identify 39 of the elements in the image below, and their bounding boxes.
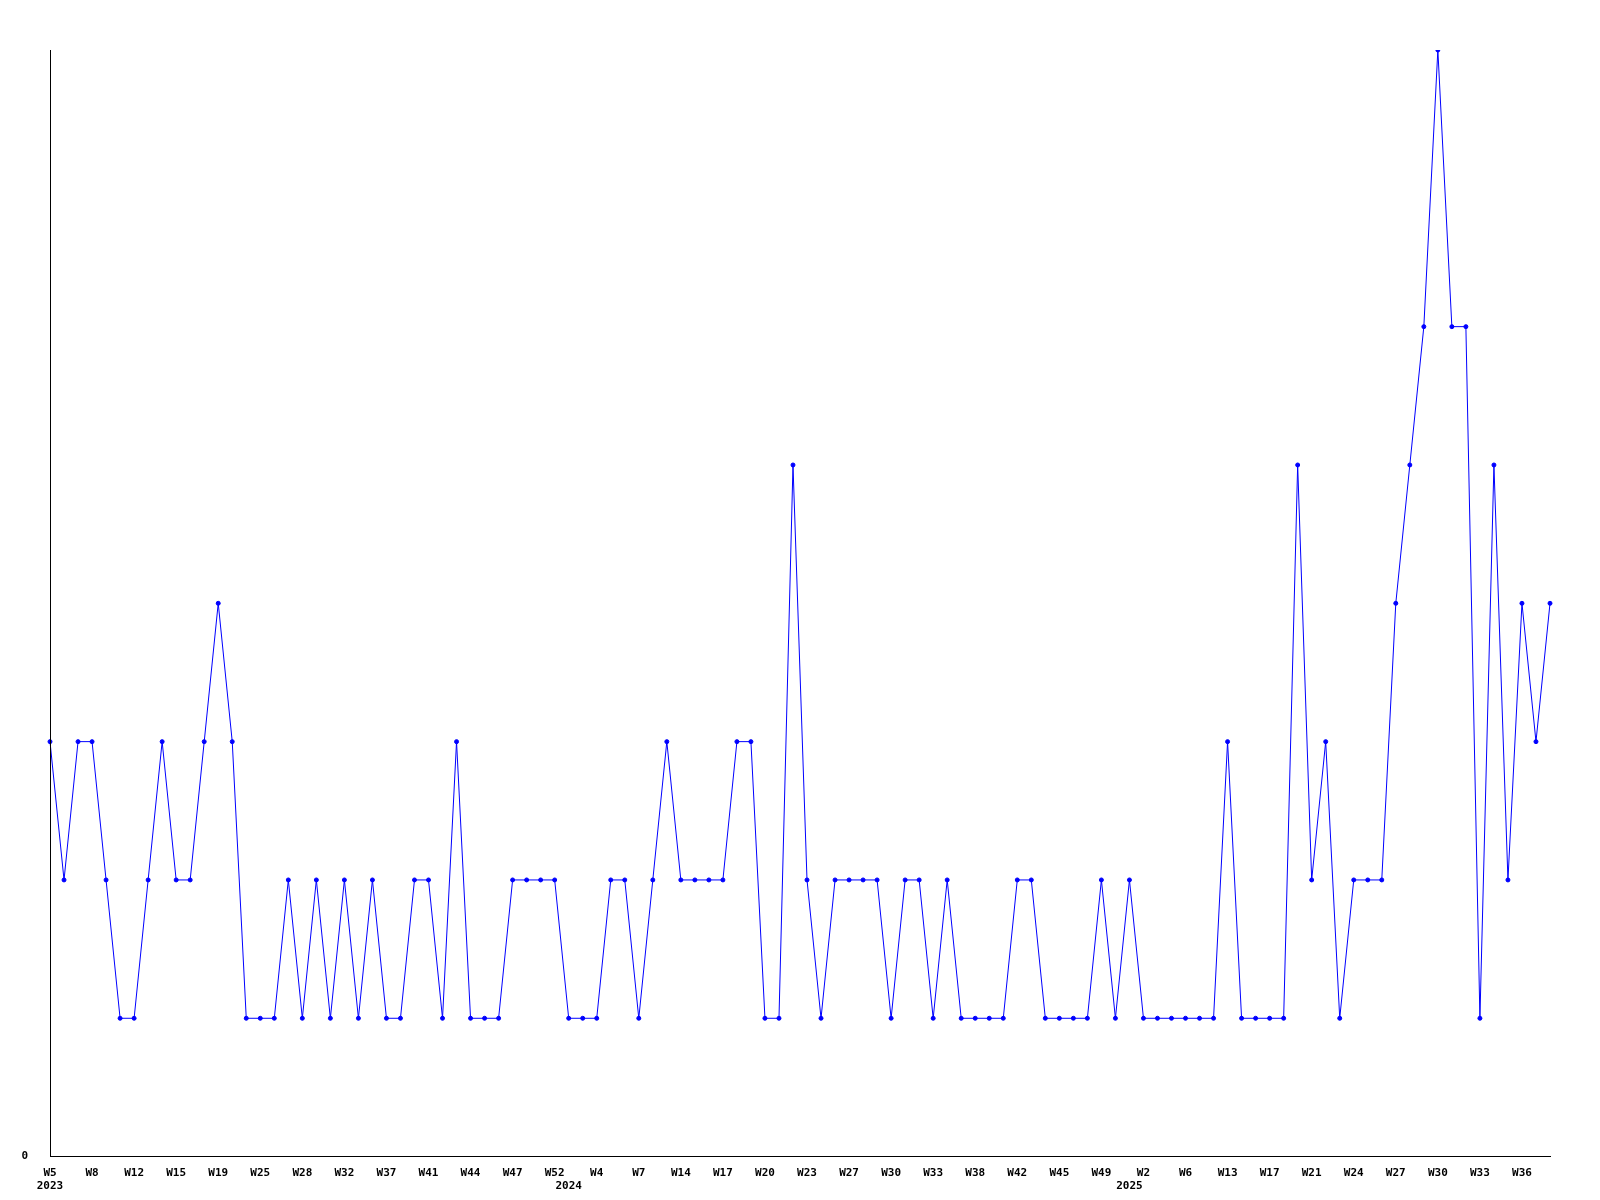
x-tick-label: W33: [1469, 1166, 1490, 1180]
x-tick-label: W4: [590, 1166, 604, 1180]
x-tick-label: 2024: [555, 1179, 583, 1193]
x-tick-label: W45: [1049, 1166, 1070, 1180]
x-tick-label: W12: [124, 1166, 145, 1180]
x-tick-label: W27: [839, 1166, 859, 1180]
x-tick-label: W7: [632, 1166, 646, 1180]
x-tick-label: W33: [923, 1166, 944, 1180]
x-tick-label: W42: [1007, 1166, 1028, 1180]
x-tick-label: 2025: [1116, 1179, 1143, 1193]
x-tick-label: W21: [1301, 1166, 1322, 1180]
x-tick-label: W49: [1091, 1166, 1112, 1180]
x-tick-label: W5 2023: [36, 1166, 64, 1193]
x-tick-label: W28: [292, 1166, 313, 1180]
x-tick-label: W17: [1259, 1166, 1280, 1180]
x-tick-label: W14: [670, 1166, 692, 1180]
x-tick-label: W17: [712, 1166, 733, 1180]
x-tick-label: W6: [1178, 1166, 1193, 1180]
x-tick-label: W2: [1136, 1166, 1151, 1180]
x-tick-label: W38: [965, 1166, 986, 1180]
x-tick-label: W30: [881, 1166, 902, 1180]
x-tick-label: W15: [166, 1166, 187, 1180]
x-tick-label: W41: [418, 1166, 439, 1180]
x-tick-label: W27: [1385, 1166, 1406, 1180]
x-tick-label: W44: [460, 1166, 481, 1180]
x-tick-label: W25: [250, 1166, 271, 1180]
x-tick-label: W23: [797, 1166, 817, 1180]
text: 0: [21, 1149, 28, 1163]
x-tick-label: W32: [334, 1166, 355, 1180]
x-tick-label: W52: [544, 1166, 565, 1180]
x-tick-label: W20: [755, 1166, 775, 1180]
x-tick-label: W24: [1343, 1166, 1365, 1180]
x-tick-label: W8: [85, 1166, 99, 1180]
x-tick-label: W47: [502, 1166, 523, 1180]
x-tick-label: W30: [1427, 1166, 1448, 1180]
x-tick-label: W13: [1217, 1166, 1238, 1180]
x-tick-label: W36: [1512, 1166, 1533, 1180]
x-tick-label: W37: [376, 1166, 397, 1180]
x-tick-label: W19: [208, 1166, 229, 1180]
